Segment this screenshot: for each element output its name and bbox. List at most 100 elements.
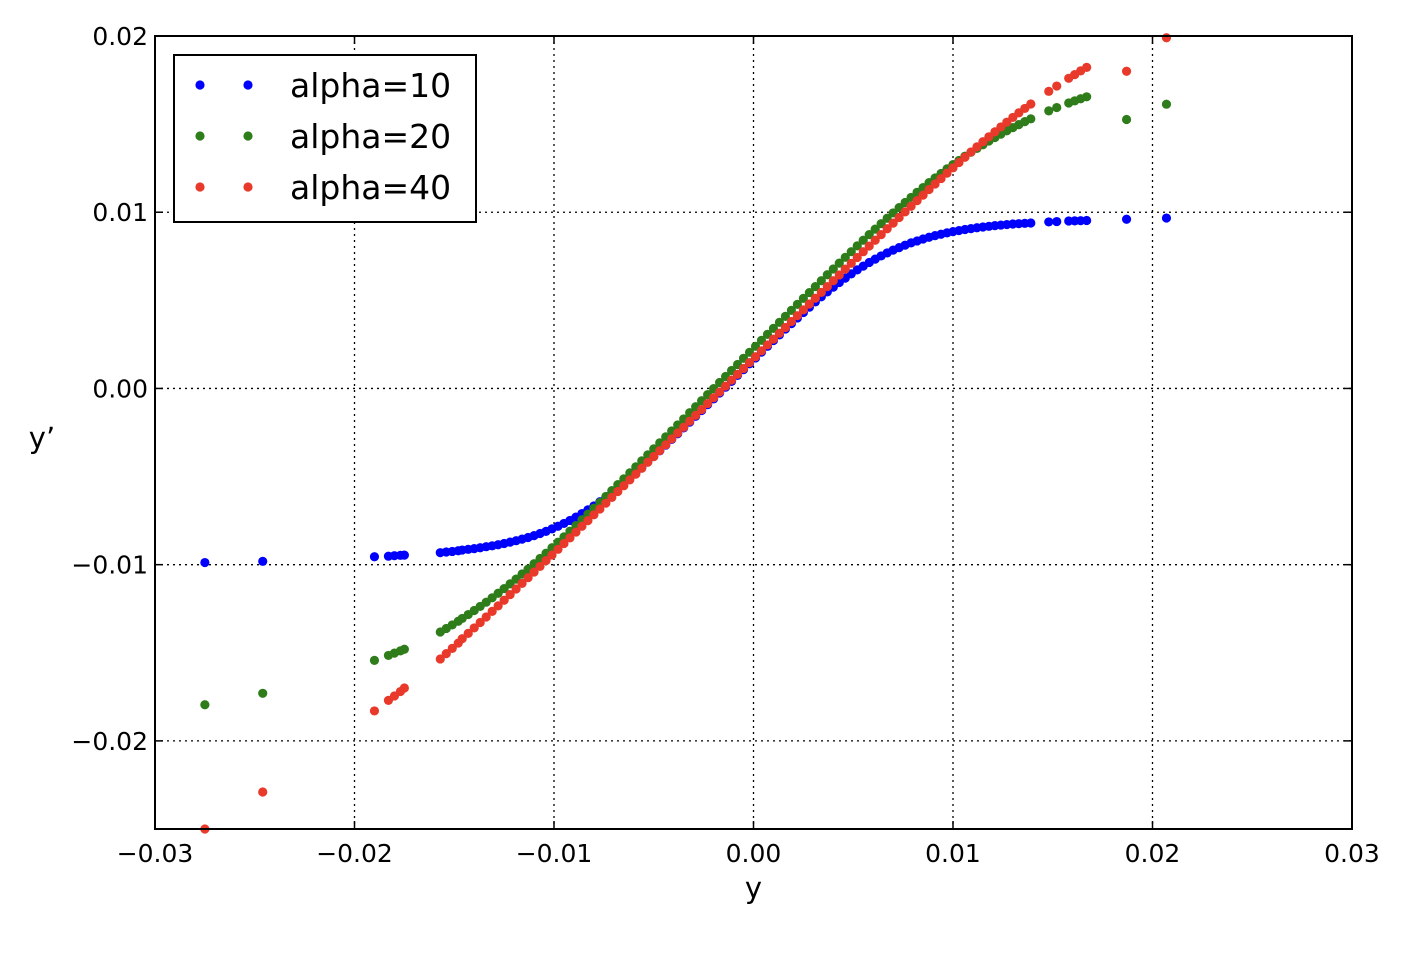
data-point	[559, 538, 569, 549]
legend: alpha=10 alpha=20 alpha=40	[173, 54, 477, 223]
data-point	[954, 157, 964, 168]
data-point	[1082, 92, 1092, 102]
data-point	[1082, 62, 1092, 72]
data-point	[619, 481, 629, 491]
data-point	[589, 510, 599, 520]
data-point	[882, 224, 892, 234]
data-point	[852, 241, 862, 251]
data-point	[523, 573, 533, 583]
data-point	[399, 683, 409, 693]
data-point	[258, 688, 268, 698]
legend-box	[173, 54, 477, 223]
data-point	[1121, 66, 1132, 76]
data-point	[870, 235, 880, 245]
data-point	[565, 533, 575, 543]
legend-label: alpha=20	[290, 117, 451, 156]
data-point	[1161, 99, 1172, 109]
data-point	[369, 655, 380, 665]
data-point	[924, 184, 934, 195]
data-point	[834, 258, 844, 268]
x-axis-label: y	[745, 871, 762, 905]
y-tick-label: 0.01	[92, 198, 148, 227]
data-point	[816, 276, 826, 286]
data-point	[1044, 86, 1054, 96]
y-tick-label: 0.02	[92, 22, 148, 51]
data-point	[930, 179, 940, 189]
data-point	[780, 322, 791, 333]
data-point	[942, 168, 952, 178]
data-point	[744, 357, 755, 368]
data-point	[738, 363, 749, 374]
data-point	[786, 316, 797, 327]
legend-label: alpha=40	[290, 168, 451, 207]
data-point	[447, 643, 457, 653]
legend-marker	[195, 80, 205, 90]
data-point	[780, 311, 791, 321]
data-point	[481, 612, 491, 622]
data-point	[834, 270, 844, 280]
data-point	[906, 201, 916, 211]
data-point	[804, 287, 814, 298]
data-point	[762, 340, 773, 350]
data-point	[816, 287, 826, 298]
data-point	[918, 190, 928, 200]
data-point	[966, 147, 976, 157]
data-point	[441, 649, 451, 659]
x-tick-label: −0.01	[516, 839, 593, 868]
x-tick-label: 0.01	[925, 839, 981, 868]
data-point	[679, 422, 689, 432]
data-point	[691, 410, 701, 421]
legend-label: alpha=10	[290, 66, 451, 105]
x-tick-label: −0.02	[316, 839, 393, 868]
data-point	[1026, 218, 1036, 228]
data-point	[960, 152, 970, 162]
data-point	[768, 334, 779, 344]
series-alpha-40	[200, 33, 1172, 834]
data-point	[888, 218, 898, 228]
data-point	[709, 393, 719, 403]
data-point	[1052, 216, 1062, 227]
data-point	[894, 212, 904, 223]
legend-marker	[243, 80, 253, 90]
data-point	[948, 163, 958, 173]
x-tick-label: −0.03	[117, 839, 194, 868]
data-point	[487, 606, 497, 616]
data-point	[798, 305, 808, 315]
data-point	[858, 235, 868, 245]
data-point	[912, 195, 922, 206]
data-point	[571, 527, 581, 537]
data-point	[649, 451, 659, 462]
data-point	[1052, 102, 1062, 113]
data-point	[583, 516, 593, 526]
data-point	[714, 387, 725, 397]
data-point	[876, 219, 886, 229]
data-point	[840, 252, 850, 262]
data-point	[643, 457, 653, 467]
data-point	[541, 556, 551, 566]
data-point	[493, 601, 503, 611]
data-point	[475, 617, 485, 628]
data-point	[840, 264, 850, 274]
legend-entry: alpha=10	[195, 66, 451, 105]
data-point	[786, 305, 797, 315]
data-point	[595, 504, 605, 514]
data-point	[726, 375, 737, 385]
data-point	[1052, 81, 1062, 91]
data-point	[972, 142, 982, 152]
data-point	[685, 416, 695, 426]
data-point	[1082, 215, 1092, 226]
x-tick-label: 0.03	[1324, 839, 1380, 868]
data-point	[673, 428, 683, 438]
data-point	[631, 469, 641, 479]
data-point	[499, 595, 509, 605]
data-point	[1161, 213, 1172, 223]
data-point	[846, 247, 856, 257]
data-point	[607, 492, 617, 502]
data-point	[399, 550, 409, 560]
data-point	[1026, 99, 1036, 109]
y-tick-label: −0.01	[71, 551, 148, 580]
data-point	[200, 557, 210, 568]
data-point	[457, 634, 467, 644]
data-point	[858, 247, 868, 257]
data-point	[804, 299, 814, 309]
